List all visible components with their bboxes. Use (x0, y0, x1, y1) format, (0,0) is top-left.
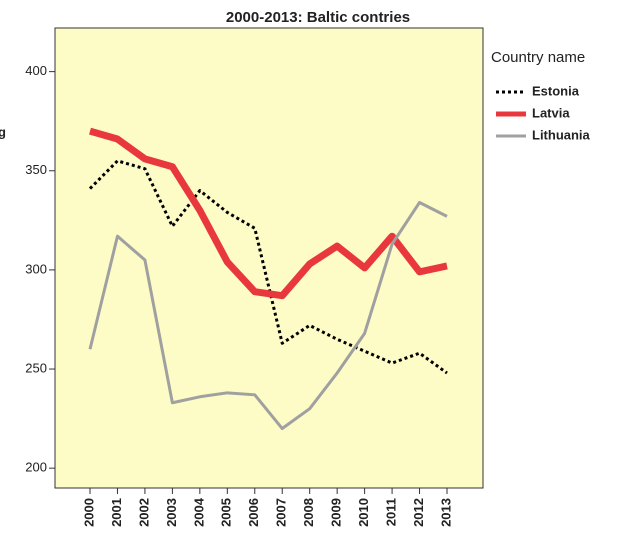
x-tick-label: 2002 (136, 498, 151, 527)
legend-label: Lithuania (532, 127, 591, 142)
x-tick-label: 2011 (384, 498, 399, 526)
series-line (88, 200, 448, 431)
x-tick-label: 2004 (191, 497, 206, 527)
y-axis-label: g (0, 124, 6, 139)
y-tick-label: 200 (25, 460, 47, 475)
legend-title: Country name (491, 49, 585, 66)
x-tick-label: 2003 (164, 498, 179, 527)
x-tick-label: 2006 (246, 498, 261, 527)
x-tick-label: 2008 (301, 498, 316, 527)
plot-area (54, 27, 484, 489)
y-tick-label: 250 (25, 360, 47, 375)
chart-title: 2000-2013: Baltic contries (226, 9, 410, 26)
x-tick-label: 2000 (81, 498, 96, 527)
series-line (88, 159, 448, 375)
x-tick-label: 2007 (274, 498, 289, 527)
y-tick-label: 300 (25, 261, 47, 276)
x-tick-label: 2012 (411, 498, 426, 527)
x-tick-label: 2010 (356, 498, 371, 527)
legend-label: Estonia (532, 83, 580, 98)
y-tick-label: 350 (25, 162, 47, 177)
x-tick-label: 2013 (438, 498, 453, 527)
legend-label: Latvia (532, 105, 570, 120)
x-tick-label: 2009 (329, 498, 344, 527)
y-tick-label: 400 (25, 63, 47, 78)
x-tick-label: 2001 (109, 498, 124, 527)
series-line (89, 127, 448, 300)
x-tick-label: 2005 (219, 498, 234, 527)
